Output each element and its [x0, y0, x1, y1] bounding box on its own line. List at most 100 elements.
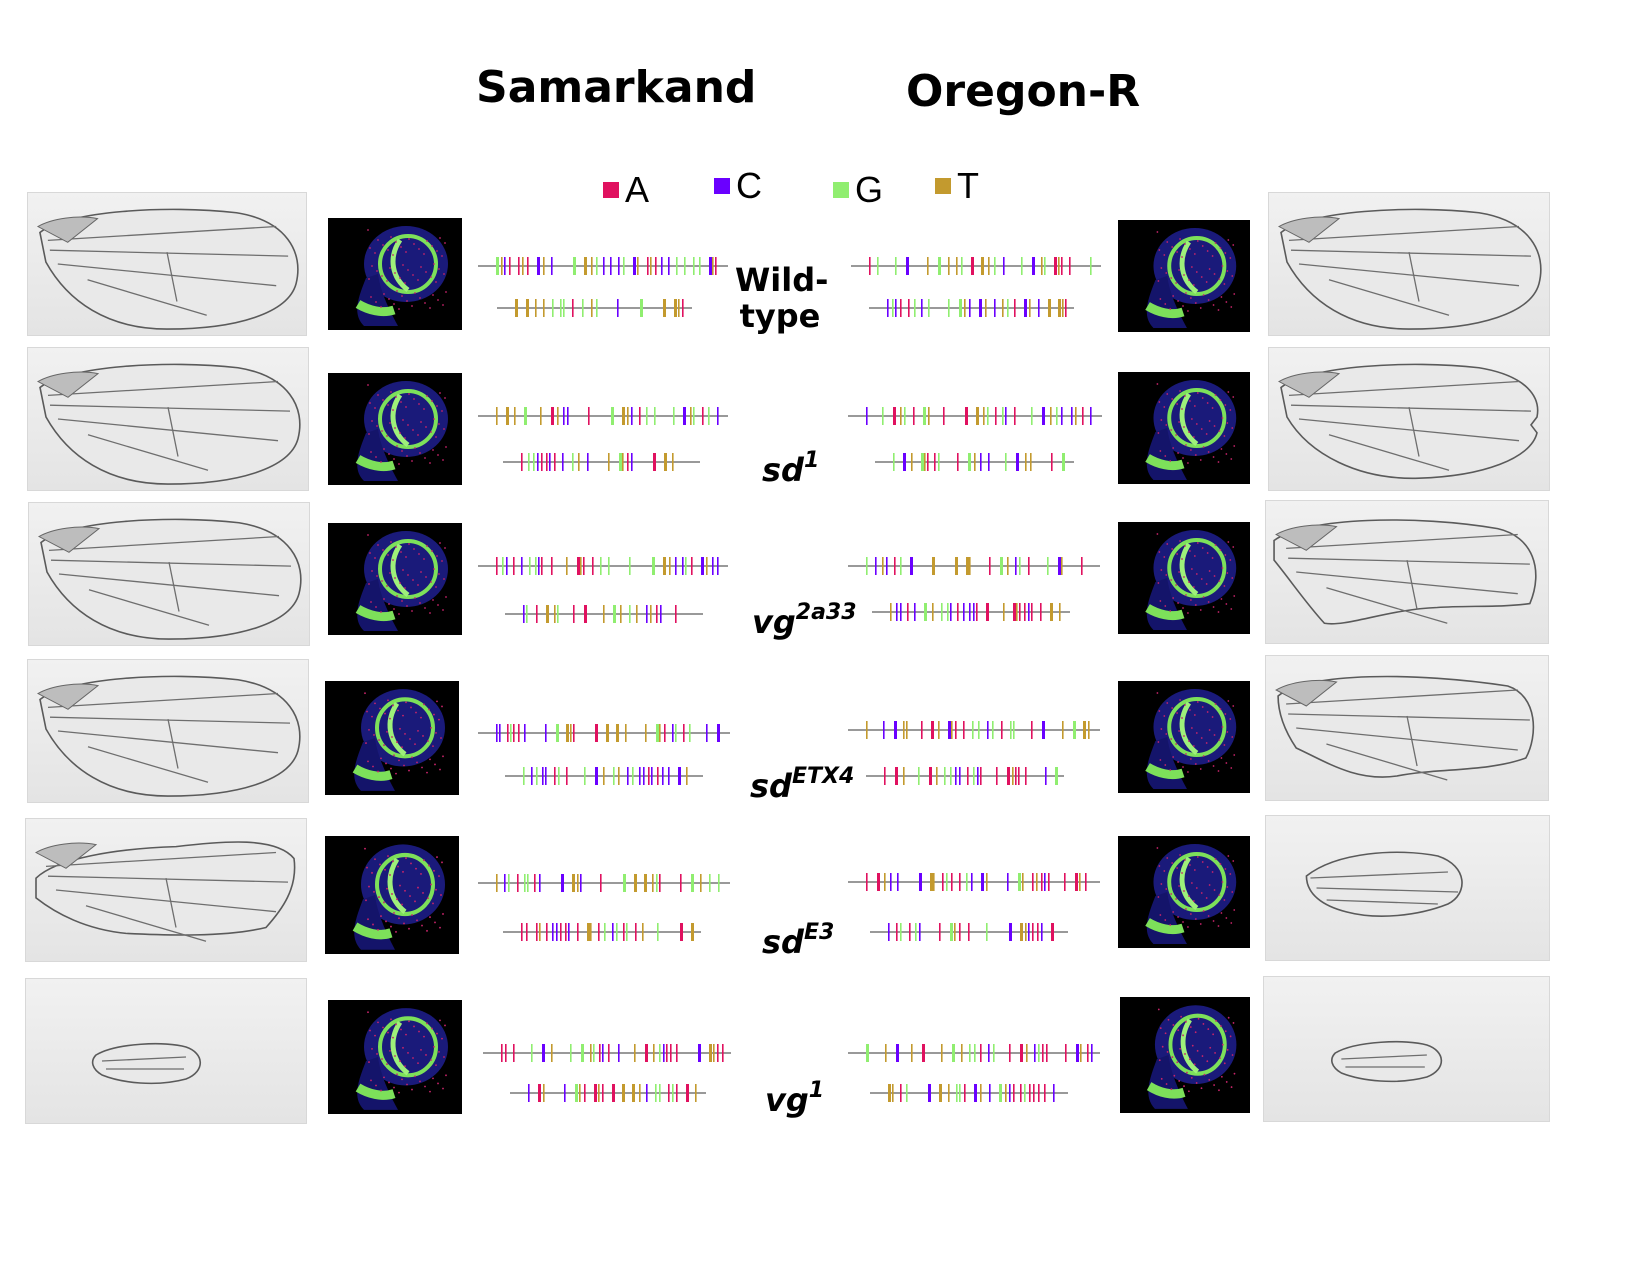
- sequence-base-mark: [971, 873, 973, 891]
- disc-dot: [391, 736, 393, 738]
- sequence-base-mark: [896, 1044, 899, 1062]
- sequence-base-mark: [657, 767, 659, 785]
- sequence-base-mark: [987, 407, 989, 425]
- sequence-base-mark: [602, 1044, 604, 1062]
- disc-dot: [385, 920, 387, 923]
- disc-dot: [1158, 710, 1161, 712]
- samarkand-wing-vg1: [25, 978, 307, 1124]
- disc-dot: [390, 391, 392, 393]
- sequence-base-mark: [906, 257, 909, 275]
- disc-dot: [1205, 433, 1208, 435]
- disc-dot: [371, 420, 373, 422]
- disc-dot: [1169, 769, 1172, 771]
- disc-dot: [1172, 756, 1175, 758]
- disc-dot: [414, 900, 416, 903]
- sequence-base-mark: [955, 767, 957, 785]
- disc-dot: [1157, 1008, 1160, 1011]
- disc-dot: [420, 421, 422, 423]
- wing-drawing: [37, 518, 302, 640]
- sequence-base-mark: [635, 923, 637, 941]
- disc-dot: [442, 1087, 444, 1090]
- sequence-base-mark: [572, 299, 574, 317]
- wing-silhouette: [1273, 519, 1537, 625]
- disc-dot: [440, 737, 442, 739]
- sequence-base-mark: [690, 407, 692, 425]
- disc-dot: [1158, 865, 1161, 867]
- disc-dot: [388, 603, 390, 605]
- sequence-svg: [848, 1044, 1100, 1062]
- disc-dot: [399, 432, 401, 434]
- disc-dot: [1157, 432, 1160, 434]
- sequence-base-mark: [686, 1084, 689, 1102]
- disc-dot: [380, 306, 382, 308]
- disc-dot: [1185, 1020, 1187, 1023]
- disc-dot: [423, 408, 425, 410]
- disc-dot: [383, 744, 385, 747]
- sequence-base-mark: [668, 257, 670, 275]
- sequence-base-mark: [981, 257, 984, 275]
- disc-dot: [397, 709, 399, 712]
- disc-dot: [1160, 1077, 1163, 1080]
- disc-ring: [1167, 236, 1227, 296]
- disc-dot: [386, 585, 388, 587]
- disc-dot: [1188, 1058, 1191, 1061]
- sequence-base-mark: [676, 257, 678, 275]
- sequence-base-mark: [913, 407, 915, 425]
- disc-dot: [1214, 242, 1217, 244]
- sequence-base-mark: [573, 724, 575, 742]
- disc-dot: [1160, 569, 1163, 571]
- disc-dot: [392, 559, 394, 561]
- sequence-base-mark: [1073, 721, 1076, 739]
- disc-dot: [1171, 398, 1174, 400]
- sequence-base-mark: [966, 873, 968, 891]
- sequence-base-mark: [1047, 557, 1049, 575]
- samarkand-seq-top-sde3: [478, 871, 730, 895]
- disc-dot: [1172, 447, 1175, 449]
- sequence-base-mark: [966, 557, 969, 575]
- sequence-base-mark: [1031, 407, 1033, 425]
- sequence-base-mark: [906, 1084, 908, 1102]
- sequence-base-mark: [1029, 1084, 1031, 1102]
- sequence-base-mark: [1081, 557, 1083, 575]
- sequence-base-mark: [541, 453, 543, 471]
- sequence-base-mark: [663, 299, 666, 317]
- disc-dot: [423, 1035, 425, 1038]
- sequence-base-mark: [955, 557, 958, 575]
- sequence-base-mark: [900, 923, 902, 941]
- disc-dot: [1181, 408, 1183, 410]
- sequence-base-mark: [659, 874, 661, 892]
- sequence-base-mark: [563, 299, 565, 317]
- sequence-base-mark: [659, 1044, 661, 1062]
- sequence-base-mark: [664, 453, 667, 471]
- disc-dot: [1231, 891, 1234, 893]
- disc-dot: [1170, 579, 1173, 581]
- disc-dot: [1175, 434, 1178, 436]
- sequence-base-mark: [951, 721, 953, 739]
- disc-dot: [393, 303, 395, 305]
- sequence-base-mark: [518, 257, 520, 275]
- disc-dot: [1175, 743, 1178, 745]
- sequence-base-mark: [1058, 557, 1061, 575]
- sequence-base-mark: [527, 257, 529, 275]
- disc-hinge-stain: [1145, 302, 1185, 319]
- sequence-base-mark: [639, 407, 641, 425]
- disc-dot: [386, 435, 388, 437]
- disc-dot: [402, 569, 404, 571]
- disc-dot: [1193, 555, 1196, 557]
- disc-dot: [401, 903, 403, 906]
- sequence-base-mark: [895, 257, 897, 275]
- sequence-base-mark: [634, 1044, 636, 1062]
- disc-dot: [376, 425, 378, 427]
- oregon-wing-sde3: [1265, 815, 1550, 961]
- disc-dot: [1177, 1029, 1180, 1032]
- disc-dot: [374, 407, 376, 409]
- disc-dot: [416, 761, 418, 764]
- disc-dot: [1159, 600, 1162, 602]
- disc-hinge-stain: [355, 1083, 396, 1100]
- oregon-seq-bottom-vg1: [870, 1081, 1068, 1105]
- disc-dot: [432, 902, 434, 905]
- oregon-wing-sdetx4: [1265, 655, 1549, 801]
- disc-dot: [408, 543, 410, 545]
- disc-dot: [1170, 429, 1173, 431]
- disc-dot: [408, 393, 410, 395]
